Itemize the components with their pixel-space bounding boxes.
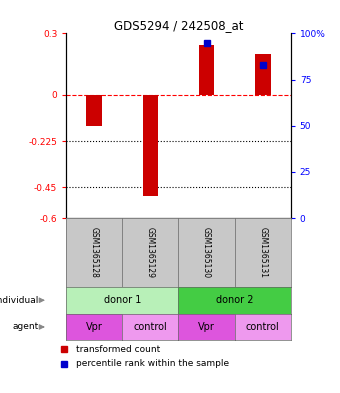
Bar — [86, 95, 102, 126]
Title: GDS5294 / 242508_at: GDS5294 / 242508_at — [114, 19, 243, 32]
Text: GSM1365130: GSM1365130 — [202, 227, 211, 278]
Text: percentile rank within the sample: percentile rank within the sample — [76, 360, 229, 368]
Text: donor 1: donor 1 — [104, 295, 141, 305]
Text: Vpr: Vpr — [86, 322, 103, 332]
Bar — [255, 54, 271, 95]
Text: donor 2: donor 2 — [216, 295, 253, 305]
Text: transformed count: transformed count — [76, 345, 160, 354]
Text: control: control — [246, 322, 279, 332]
Bar — [199, 45, 215, 95]
Text: GSM1365129: GSM1365129 — [146, 227, 155, 278]
Text: Vpr: Vpr — [198, 322, 215, 332]
Text: agent: agent — [12, 323, 38, 331]
Text: individual: individual — [0, 296, 38, 305]
Text: GSM1365128: GSM1365128 — [90, 227, 99, 278]
Bar — [142, 95, 158, 196]
Text: control: control — [134, 322, 167, 332]
Text: GSM1365131: GSM1365131 — [258, 227, 267, 278]
